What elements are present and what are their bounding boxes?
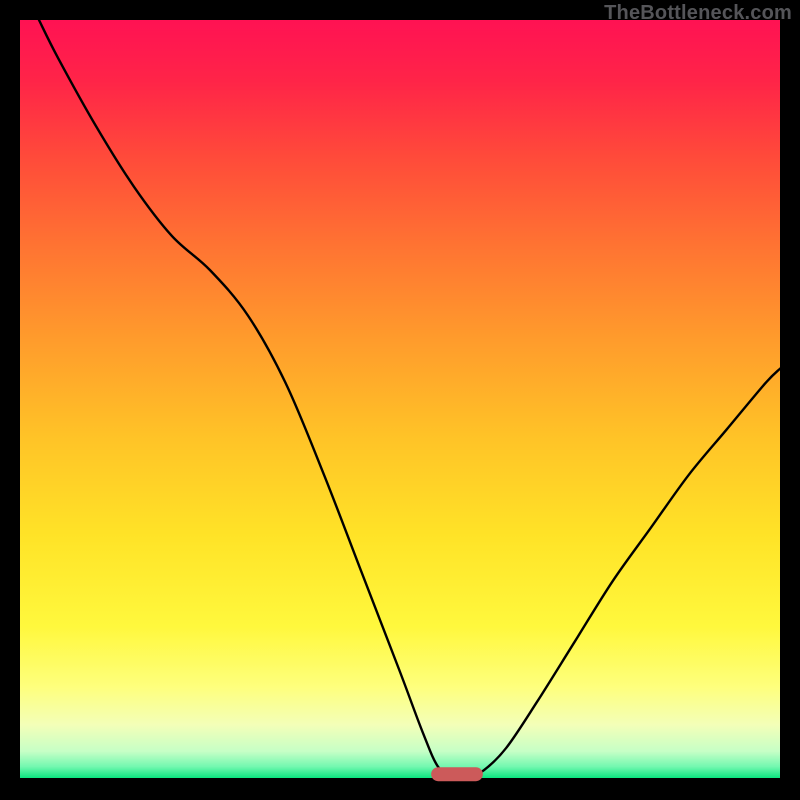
plot-background: [20, 20, 780, 778]
chart-frame: TheBottleneck.com: [0, 0, 800, 800]
watermark-text: TheBottleneck.com: [604, 2, 792, 25]
bottleneck-chart: [0, 0, 800, 800]
optimal-marker: [431, 767, 483, 781]
